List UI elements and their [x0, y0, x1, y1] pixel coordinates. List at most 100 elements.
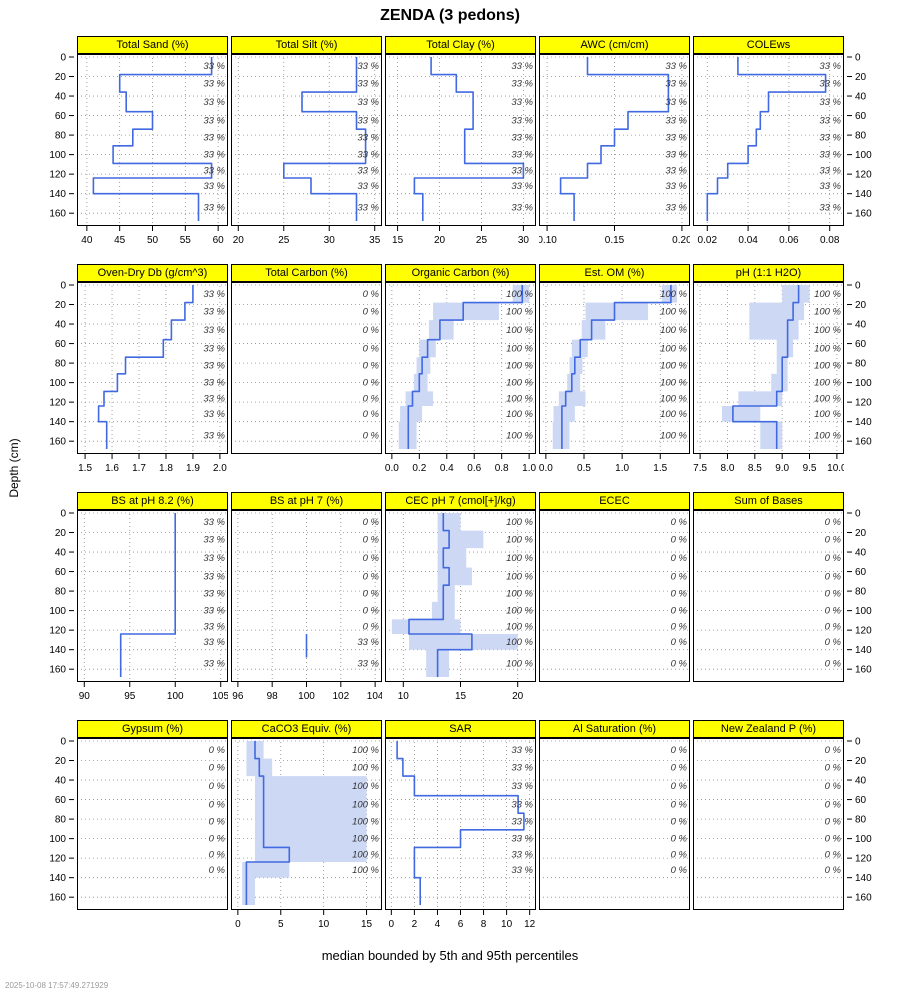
- x-tick-label: 15: [455, 691, 467, 702]
- x-tick-label: 8: [481, 919, 487, 930]
- timestamp: 2025-10-08 17:57:49.271929: [5, 981, 109, 990]
- depth-tick-label: 100: [855, 606, 872, 617]
- depth-tick-label: 120: [49, 170, 66, 181]
- contributing-fraction-label: 0 %: [671, 865, 688, 876]
- depth-tick-label: 100: [855, 834, 872, 845]
- panel-colews: COLEws 33 % 33 % 33 % 33 % 33 % 33 % 33 % 33 % 33…: [693, 36, 844, 252]
- contributing-fraction-label: 33 %: [203, 361, 225, 372]
- depth-tick-label: 100: [49, 834, 66, 845]
- x-tick-label: 8.0: [721, 463, 735, 474]
- contributing-fraction-label: 33 %: [665, 61, 687, 72]
- panel-strip: CEC pH 7 (cmol[+]/kg): [385, 492, 536, 510]
- x-tick-label: 30: [518, 235, 530, 246]
- panel-x-axis: 0.02 0.04 0.06 0.08: [698, 226, 840, 246]
- contributing-fraction-label: 100 %: [506, 606, 533, 617]
- panel-strip: SAR: [385, 720, 536, 738]
- panel-strip: Total Carbon (%): [231, 264, 382, 282]
- contributing-fraction-label: 0 %: [363, 622, 380, 633]
- x-tick-label: 35: [369, 235, 381, 246]
- x-tick-label: 4: [435, 919, 441, 930]
- x-tick-label: 0.08: [820, 235, 840, 246]
- x-tick-label: 0: [235, 919, 241, 930]
- contributing-fraction-label: 33 %: [203, 534, 225, 545]
- contributing-fraction-label: 33 %: [203, 181, 225, 192]
- panel-row-4: 0 20 40 60 80 100 120 140 160 Gypsum (%) 0 % 0 % 0 %…: [2, 720, 897, 936]
- contributing-fraction-label: 100 %: [506, 589, 533, 600]
- panel-x-axis: 90 95 100 105: [79, 682, 228, 702]
- x-tick-label: 9.5: [803, 463, 817, 474]
- depth-tick-label: 20: [855, 72, 867, 83]
- depth-tick-label: 60: [855, 111, 867, 122]
- contributing-fraction-label: 0 %: [671, 534, 688, 545]
- x-tick-label: 90: [79, 691, 91, 702]
- contributing-fraction-label: 33 %: [203, 115, 225, 126]
- depth-tick-label: 140: [49, 873, 66, 884]
- depth-axis-right: 0 20 40 60 80 100 120 140 160: [847, 281, 872, 448]
- contributing-fraction-label: 33 %: [511, 762, 533, 773]
- panel-plot: 0 % 0 % 0 % 0 % 0 % 0 % 0 % 0 %: [539, 738, 690, 910]
- contributing-fraction-label: 33 %: [511, 115, 533, 126]
- contributing-fraction-label: 33 %: [203, 306, 225, 317]
- contributing-fraction-label: 33 %: [203, 409, 225, 420]
- contributing-fraction-label: 0 %: [671, 762, 688, 773]
- contributing-fraction-label: 33 %: [357, 202, 379, 213]
- x-tick-label: 1.5: [78, 463, 92, 474]
- x-tick-label: 0.06: [779, 235, 799, 246]
- contributing-fraction-label: 0 %: [825, 658, 842, 669]
- contributing-fraction-label: 0 %: [209, 762, 226, 773]
- depth-tick-label: 40: [55, 92, 67, 103]
- panel-x-axis: 40 45 50 55 60: [81, 226, 224, 246]
- panel-new-zealand-p: New Zealand P (%) 0 % 0 % 0 % 0 % 0 % 0 % 0 % 0 …: [693, 720, 844, 936]
- contributing-fraction-label: 100 %: [506, 343, 533, 354]
- median-step-line: [97, 285, 194, 449]
- contributing-fraction-label: 100 %: [660, 378, 687, 389]
- depth-tick-label: 160: [49, 209, 66, 220]
- contributing-fraction-label: 33 %: [819, 202, 841, 213]
- depth-tick-label: 60: [855, 567, 867, 578]
- panel-x-axis: 0 5 10 15: [235, 910, 373, 930]
- panel-strip: BS at pH 7 (%): [231, 492, 382, 510]
- contributing-fraction-label: 33 %: [511, 865, 533, 876]
- depth-axis-right: 0 20 40 60 80 100 120 140 160: [847, 509, 872, 676]
- contributing-fraction-label: 100 %: [506, 637, 533, 648]
- depth-tick-label: 160: [49, 437, 66, 448]
- depth-tick-label: 100: [855, 378, 872, 389]
- contributing-fraction-label: 0 %: [363, 361, 380, 372]
- depth-tick-label: 100: [855, 150, 872, 161]
- contributing-fraction-label: 0 %: [825, 571, 842, 582]
- depth-tick-label: 160: [49, 893, 66, 904]
- contributing-fraction-label: 0 %: [209, 817, 226, 828]
- panel-row-1: 0 20 40 60 80 100 120 140 160 Total Sand (%) 33 % 3…: [2, 36, 897, 252]
- x-tick-label: 104: [367, 691, 382, 702]
- panel-strip: New Zealand P (%): [693, 720, 844, 738]
- x-tick-label: 8.5: [748, 463, 762, 474]
- x-tick-label: 40: [81, 235, 93, 246]
- contributing-fraction-label: 33 %: [819, 133, 841, 144]
- contributing-fraction-label: 33 %: [511, 166, 533, 177]
- contributing-fraction-label: 0 %: [825, 517, 842, 528]
- contributing-fraction-label: 100 %: [814, 289, 841, 300]
- contributing-fraction-label: 100 %: [352, 762, 379, 773]
- x-tick-label: 0.0: [539, 463, 553, 474]
- contributing-fraction-label: 33 %: [665, 150, 687, 161]
- depth-tick-label: 20: [55, 528, 67, 539]
- panel-x-axis: [77, 910, 228, 936]
- contributing-fraction-label: 100 %: [506, 394, 533, 405]
- x-tick-label: 2.0: [213, 463, 227, 474]
- x-tick-label: 9.0: [775, 463, 789, 474]
- depth-tick-label: 20: [55, 756, 67, 767]
- contributing-fraction-label: 0 %: [363, 289, 380, 300]
- x-tick-label: 1.9: [186, 463, 200, 474]
- x-tick-label: 0.5: [577, 463, 591, 474]
- x-tick-label: 100: [167, 691, 184, 702]
- median-step-line: [559, 57, 670, 221]
- panel-ph-1-1-h2o: pH (1:1 H2O) 100 % 100 % 100 % 100 % 100 % 100…: [693, 264, 844, 480]
- contributing-fraction-label: 33 %: [665, 181, 687, 192]
- contributing-fraction-label: 0 %: [363, 517, 380, 528]
- contributing-fraction-label: 0 %: [671, 850, 688, 861]
- x-tick-label: 7.5: [693, 463, 707, 474]
- contributing-fraction-label: 33 %: [203, 166, 225, 177]
- contributing-fraction-label: 0 %: [363, 589, 380, 600]
- panel-x-axis: 10 15 20: [398, 682, 524, 702]
- contributing-fraction-label: 33 %: [511, 799, 533, 810]
